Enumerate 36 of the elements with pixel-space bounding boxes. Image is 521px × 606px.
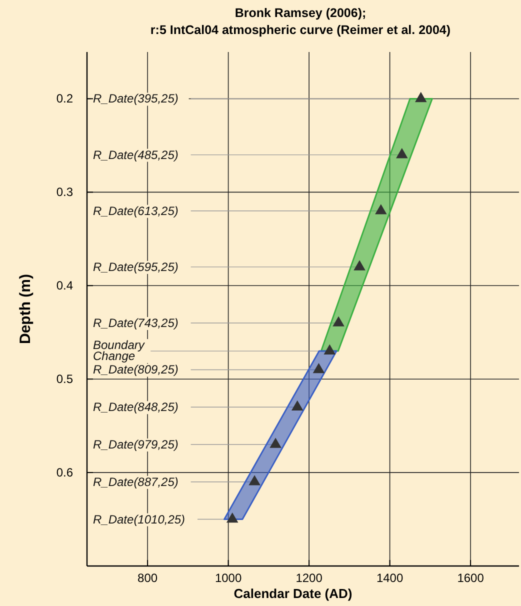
annotation: R_Date(485,25) bbox=[93, 148, 178, 162]
point bbox=[312, 362, 325, 374]
point bbox=[324, 344, 336, 354]
annotation: R_Date(809,25) bbox=[93, 362, 178, 377]
annotation: R_Date(395,25) bbox=[93, 92, 178, 106]
point bbox=[291, 400, 304, 411]
point bbox=[226, 512, 238, 523]
y-tick-label: 0.6 bbox=[56, 466, 74, 480]
annotation: R_Date(743,25) bbox=[93, 316, 178, 330]
annotation: R_Date(595,25) bbox=[93, 260, 178, 274]
annotation: R_Date(848,25) bbox=[93, 400, 178, 414]
annotation: R_Date(887,25) bbox=[93, 474, 178, 489]
y-tick-label: 0.4 bbox=[56, 278, 74, 293]
y-tick-label: 0.5 bbox=[56, 372, 74, 386]
point bbox=[396, 148, 408, 158]
y-tick-label: 0.3 bbox=[56, 185, 74, 200]
annotation: R_Date(613,25) bbox=[93, 204, 178, 218]
y-tick-label: 0.2 bbox=[56, 92, 74, 106]
x-tick-label: 1000 bbox=[214, 571, 242, 585]
annotation: R_Date(979,25) bbox=[93, 438, 178, 452]
x-tick-label: 1200 bbox=[296, 571, 323, 585]
x-tick-label: 1600 bbox=[457, 571, 484, 585]
x-tick-label: 1400 bbox=[376, 571, 404, 585]
point bbox=[354, 260, 366, 270]
chart-title: Bronk Ramsey (2006); bbox=[234, 6, 366, 20]
x-axis-title: Calendar Date (AD) bbox=[234, 586, 352, 601]
x-tick-label: 800 bbox=[138, 571, 158, 585]
annotation: Boundary Change bbox=[93, 338, 146, 364]
chart-subtitle: r:5 IntCal04 atmospheric curve (Reimer et al. 2004) bbox=[150, 23, 451, 37]
point bbox=[415, 92, 427, 102]
annotation: R_Date(1010,25) bbox=[93, 512, 186, 526]
point bbox=[332, 316, 344, 326]
point bbox=[248, 475, 260, 486]
point bbox=[375, 204, 387, 214]
y-axis-title: Depth (m) bbox=[17, 274, 34, 344]
point bbox=[270, 438, 282, 448]
